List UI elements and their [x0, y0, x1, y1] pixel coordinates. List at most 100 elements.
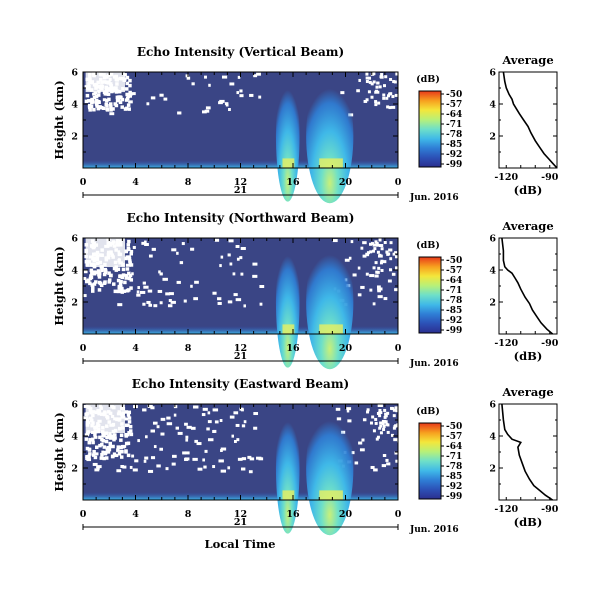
colorbar-tick-label: -71: [446, 286, 462, 296]
y-tick-label: 6: [71, 400, 78, 411]
x-tick-label: 16: [286, 509, 300, 520]
colorbar: [418, 422, 442, 500]
average-x-label: (dB): [514, 183, 543, 197]
x-tick-label: 0: [80, 177, 87, 188]
x-tick-label: 0: [395, 343, 402, 354]
y-tick-label: 6: [71, 234, 78, 245]
colorbar-tick-label: -57: [446, 432, 462, 442]
average-y-tick-label: 6: [489, 68, 496, 79]
average-title: Average: [501, 219, 553, 233]
colorbar-tick-label: -78: [446, 462, 462, 472]
y-tick-label: 4: [71, 100, 78, 111]
day-label: 21: [234, 517, 247, 528]
average-y-tick-label: 2: [489, 132, 496, 143]
x-axis-label: Local Time: [205, 537, 276, 551]
x-tick-label: 4: [132, 343, 139, 354]
x-tick-label: 20: [339, 343, 353, 354]
average-profile-line: [501, 403, 554, 501]
colorbar-tick-label: -57: [446, 266, 462, 276]
rain-plume: [275, 236, 300, 368]
average-x-tick-label: -120: [494, 172, 518, 183]
x-tick-label: 0: [395, 177, 402, 188]
x-tick-label: 12: [234, 509, 247, 520]
x-tick-label: 0: [395, 509, 402, 520]
average-profile-line: [501, 237, 554, 335]
y-tick-label: 4: [71, 266, 78, 277]
colorbar-tick-label: -64: [446, 276, 462, 286]
x-tick-label: 16: [286, 177, 300, 188]
x-tick-label: 4: [132, 177, 139, 188]
y-axis-label: Height (km): [52, 80, 66, 159]
average-y-tick-label: 2: [489, 298, 496, 309]
average-profile-panel: Average 2 4 6 -120 -90(dB): [489, 53, 558, 197]
colorbar-unit: (dB): [416, 240, 440, 251]
average-x-tick-label: -90: [541, 338, 559, 349]
colorbar-tick-label: -99: [446, 492, 462, 502]
average-x-label: (dB): [514, 515, 543, 529]
x-tick-label: 12: [234, 343, 247, 354]
colorbar-tick-label: -92: [446, 316, 462, 326]
colorbar-tick-label: -50: [446, 256, 462, 266]
panel-2: Echo Intensity (Northward Beam)0 4 8 12 16 20…: [52, 211, 559, 370]
colorbar-tick-label: -78: [446, 130, 462, 140]
x-tick-label: 8: [185, 509, 192, 520]
y-tick-label: 4: [71, 432, 78, 443]
day-label: 21: [234, 351, 247, 362]
rain-plume: [275, 402, 300, 534]
heatmap-gaps: [83, 238, 400, 308]
average-title: Average: [501, 385, 553, 399]
panel-title: Echo Intensity (Northward Beam): [127, 211, 355, 225]
x-tick-label: 8: [185, 177, 192, 188]
rain-plume: [275, 70, 300, 202]
heatmap-gaps: [84, 72, 399, 117]
average-y-tick-label: 4: [489, 266, 496, 277]
colorbar: [418, 90, 442, 168]
average-y-tick-label: 6: [489, 400, 496, 411]
average-x-label: (dB): [514, 349, 543, 363]
panel-title: Echo Intensity (Vertical Beam): [137, 45, 344, 59]
x-tick-label: 0: [80, 343, 87, 354]
x-tick-label: 4: [132, 509, 139, 520]
colorbar-tick-label: -57: [446, 100, 462, 110]
colorbar-tick-label: -99: [446, 326, 462, 336]
x-tick-label: 16: [286, 343, 300, 354]
average-x-tick-label: -90: [541, 172, 559, 183]
colorbar-tick-label: -92: [446, 150, 462, 160]
x-tick-label: 8: [185, 343, 192, 354]
panel-title: Echo Intensity (Eastward Beam): [132, 377, 349, 391]
day-label: 21: [234, 185, 247, 196]
y-tick-label: 2: [71, 298, 78, 309]
x-tick-label: 20: [339, 509, 353, 520]
colorbar-tick-label: -92: [446, 482, 462, 492]
average-x-tick-label: -90: [541, 504, 559, 515]
average-profile-panel: Average 2 4 6 -120 -90(dB): [489, 385, 558, 529]
colorbar-tick-label: -50: [446, 90, 462, 100]
x-tick-label: 0: [80, 509, 87, 520]
average-x-tick-label: -120: [494, 338, 518, 349]
rain-plume: [306, 400, 354, 536]
colorbar: [418, 256, 442, 334]
date-label: Jun. 2016: [409, 359, 459, 369]
date-label: Jun. 2016: [409, 193, 459, 203]
panel-1: Echo Intensity (Vertical Beam) 0 4 8 12 16 20 0…: [52, 45, 559, 204]
rain-plume: [306, 68, 354, 204]
colorbar-unit: (dB): [416, 74, 440, 85]
average-x-tick-label: -120: [494, 504, 518, 515]
colorbar-unit: (dB): [416, 406, 440, 417]
colorbar-tick-label: -71: [446, 120, 462, 130]
colorbar-tick-label: -85: [446, 306, 462, 316]
colorbar-tick-label: -50: [446, 422, 462, 432]
y-axis-label: Height (km): [52, 412, 66, 491]
colorbar-tick-label: -64: [446, 110, 462, 120]
average-y-tick-label: 2: [489, 464, 496, 475]
colorbar-tick-label: -85: [446, 140, 462, 150]
x-tick-label: 12: [234, 177, 247, 188]
colorbar-tick-label: -99: [446, 160, 462, 170]
x-tick-label: 20: [339, 177, 353, 188]
average-title: Average: [501, 53, 553, 67]
rain-plume: [306, 234, 354, 370]
average-profile-panel: Average 2 4 6 -120 -90(dB): [489, 219, 558, 363]
average-y-tick-label: 6: [489, 234, 496, 245]
average-y-tick-label: 4: [489, 100, 496, 111]
